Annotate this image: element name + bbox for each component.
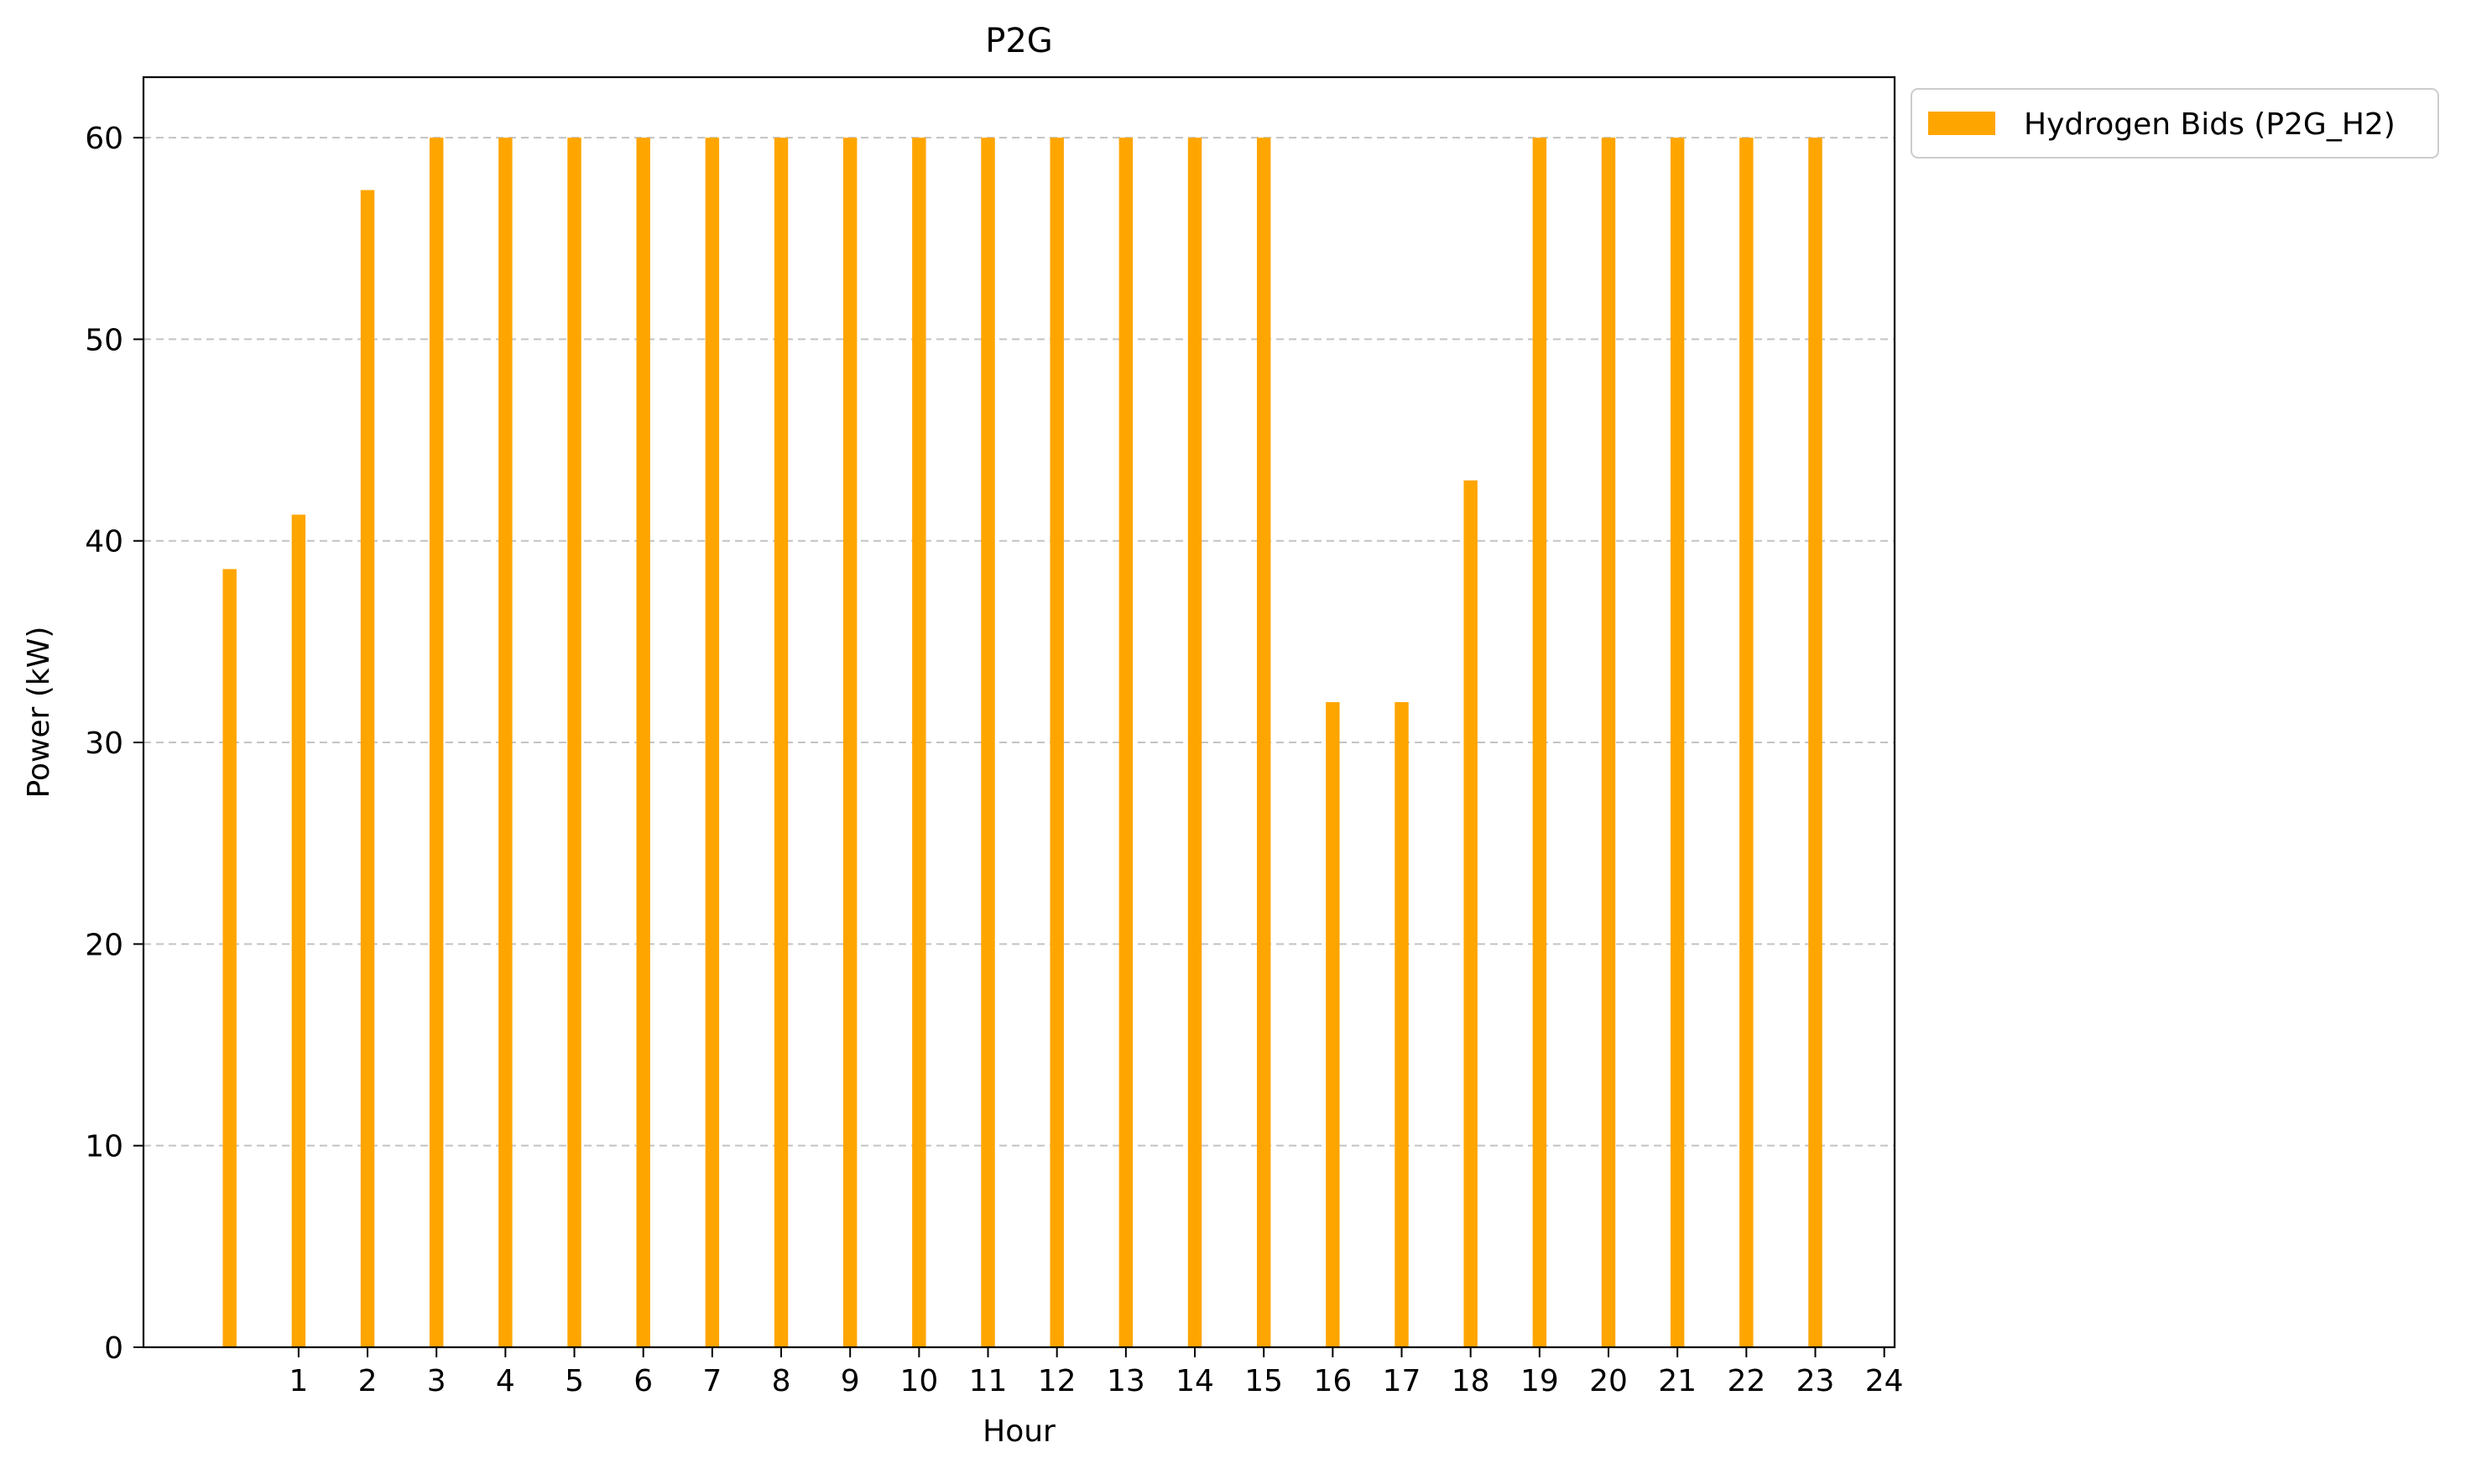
x-tick-label: 9	[841, 1364, 860, 1398]
x-tick-label: 17	[1383, 1364, 1421, 1398]
bar	[912, 138, 926, 1348]
legend-swatch	[1928, 112, 1995, 135]
bar	[222, 569, 237, 1347]
x-tick-label: 5	[565, 1364, 584, 1398]
bar	[291, 514, 306, 1347]
bar	[1256, 138, 1271, 1348]
x-tick-label: 8	[772, 1364, 791, 1398]
x-tick-label: 18	[1452, 1364, 1490, 1398]
x-tick-label: 20	[1589, 1364, 1628, 1398]
bar	[1601, 138, 1616, 1348]
bar	[1050, 138, 1064, 1348]
y-tick-label: 20	[85, 928, 123, 962]
legend: Hydrogen Bids (P2G_H2)	[1911, 88, 2439, 159]
x-tick-label: 14	[1176, 1364, 1214, 1398]
bar	[498, 138, 513, 1348]
x-tick-label: 1	[289, 1364, 308, 1398]
y-tick-label: 60	[85, 122, 123, 156]
bar	[567, 138, 581, 1348]
x-axis-label: Hour	[983, 1414, 1056, 1449]
legend-label: Hydrogen Bids (P2G_H2)	[2024, 107, 2396, 142]
bar	[1808, 138, 1822, 1348]
x-tick-label: 10	[899, 1364, 938, 1398]
y-tick-label: 0	[104, 1331, 123, 1366]
bar	[429, 138, 444, 1348]
x-tick-label: 21	[1658, 1364, 1697, 1398]
x-tick-label: 11	[969, 1364, 1008, 1398]
y-tick-label: 10	[85, 1130, 123, 1164]
plot-frame	[142, 76, 1896, 1349]
x-tick-label: 16	[1313, 1364, 1352, 1398]
y-tick-label: 50	[85, 323, 123, 357]
bar	[1532, 138, 1547, 1348]
bar	[1326, 701, 1340, 1347]
x-tick-label: 13	[1107, 1364, 1145, 1398]
x-tick-label: 23	[1796, 1364, 1835, 1398]
legend-box	[1911, 88, 2439, 159]
bar	[1739, 138, 1754, 1348]
x-tick-label: 12	[1038, 1364, 1077, 1398]
x-tick-label: 24	[1865, 1364, 1904, 1398]
y-tick-label: 40	[85, 525, 123, 560]
y-axis-label: Power (kW)	[22, 627, 56, 799]
y-axis-ticks: 0 10 20 30 40 50 60	[85, 122, 143, 1366]
x-tick-label: 6	[633, 1364, 653, 1398]
bar	[1187, 138, 1202, 1348]
chart-title: P2G	[985, 22, 1053, 60]
bar	[636, 138, 650, 1348]
bar	[1463, 480, 1478, 1347]
x-tick-label: 15	[1244, 1364, 1283, 1398]
bar	[981, 138, 995, 1348]
bar	[705, 138, 720, 1348]
x-axis-ticks: 1 2 3 4 5 6 7 8 9 10 11 12 13 14 15 16 17 18 19 20 21 22 23 24	[289, 1347, 1904, 1398]
grid-lines	[143, 137, 1895, 1147]
bar	[360, 190, 375, 1348]
x-tick-label: 22	[1727, 1364, 1765, 1398]
bar	[842, 138, 858, 1348]
x-tick-label: 2	[358, 1364, 378, 1398]
x-tick-label: 7	[702, 1364, 722, 1398]
x-tick-label: 3	[427, 1364, 446, 1398]
x-tick-label: 19	[1520, 1364, 1559, 1398]
y-tick-label: 30	[85, 726, 123, 761]
bar	[1670, 138, 1685, 1348]
bars	[222, 138, 1822, 1348]
bar	[1395, 701, 1409, 1347]
bar	[1118, 138, 1134, 1348]
bar	[774, 138, 789, 1348]
x-tick-label: 4	[496, 1364, 515, 1398]
